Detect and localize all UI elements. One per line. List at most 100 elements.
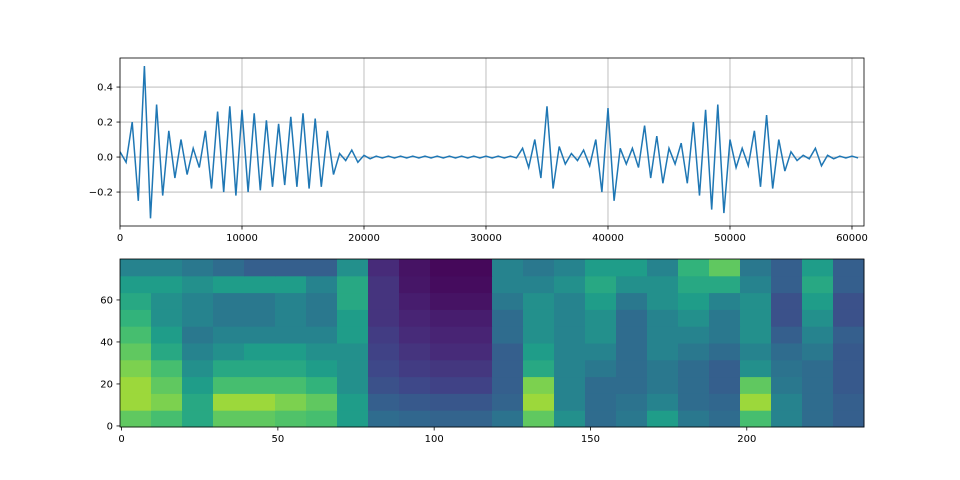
heatmap-cell (337, 275, 369, 294)
heatmap-cell (523, 309, 555, 327)
heatmap-cell (306, 393, 338, 411)
x-tick-label: 50 (271, 434, 284, 445)
heatmap-cell (647, 359, 679, 378)
heatmap-cell (182, 292, 214, 310)
x-tick-label: 200 (737, 434, 756, 445)
heatmap-cell (833, 343, 865, 361)
heatmap-cell (802, 410, 834, 428)
heatmap-cell (523, 275, 555, 294)
heatmap-cell (275, 259, 307, 277)
heatmap-cell (213, 292, 245, 310)
heatmap-cell (275, 359, 307, 378)
heatmap-cell (647, 275, 679, 294)
x-tick-label: 30000 (470, 233, 502, 244)
heatmap-cell (771, 343, 803, 361)
heatmap-cell (182, 410, 214, 428)
heatmap-cell (461, 343, 493, 361)
heatmap-cell (616, 376, 648, 394)
heatmap-cell (275, 410, 307, 428)
heatmap-cell (802, 343, 834, 361)
heatmap-cell (244, 275, 276, 294)
heatmap-cell (616, 275, 648, 294)
heatmap-cell (275, 343, 307, 361)
heatmap-cell (833, 275, 865, 294)
heatmap-cell (647, 376, 679, 394)
heatmap-cell (244, 309, 276, 327)
heatmap-cell (709, 410, 741, 428)
heatmap-cell (306, 376, 338, 394)
heatmap-cell (554, 275, 586, 294)
heatmap-cell (337, 359, 369, 378)
x-tick-label: 150 (581, 434, 600, 445)
heatmap-cell (461, 393, 493, 411)
y-tick-label: 60 (100, 295, 113, 306)
axes-frame (119, 57, 865, 227)
heatmap-cell (585, 309, 617, 327)
x-tick-label: 50000 (714, 233, 746, 244)
heatmap-cell (399, 326, 431, 344)
heatmap-cell (399, 376, 431, 394)
heatmap-cell (368, 259, 400, 277)
heatmap-cell (151, 326, 183, 344)
heatmap-cell (554, 309, 586, 327)
x-tick-label: 10000 (226, 233, 258, 244)
heatmap-cell (833, 309, 865, 327)
heatmap-cell (585, 359, 617, 378)
heatmap-cell (399, 292, 431, 310)
heatmap-cell (213, 326, 245, 344)
heatmap-cell (306, 309, 338, 327)
heatmap-cell (306, 410, 338, 428)
heatmap-cell (368, 309, 400, 327)
heatmap-cell (771, 259, 803, 277)
heatmap-cell (244, 393, 276, 411)
heatmap-cell (585, 376, 617, 394)
heatmap-cell (678, 359, 710, 378)
heatmap-cell (709, 326, 741, 344)
heatmap-cell (647, 326, 679, 344)
heatmap-cell (430, 259, 462, 277)
heatmap-cell (120, 410, 152, 428)
heatmap-cell (120, 376, 152, 394)
heatmap-cell (709, 359, 741, 378)
heatmap-cell (802, 359, 834, 378)
heatmap-cell (492, 410, 524, 428)
heatmap-cell (709, 309, 741, 327)
heatmap-cell (833, 259, 865, 277)
heatmap-cell (709, 292, 741, 310)
heatmap-cell (399, 309, 431, 327)
heatmap-cell (182, 343, 214, 361)
y-tick-label: 0 (107, 421, 113, 432)
heatmap-cell (275, 275, 307, 294)
heatmap-cell (275, 326, 307, 344)
heatmap-cell (616, 343, 648, 361)
y-tick-label: 0.2 (97, 118, 113, 129)
heatmap-cell (337, 343, 369, 361)
heatmap-cell (275, 309, 307, 327)
heatmap-cell (213, 259, 245, 277)
heatmap-cell (430, 292, 462, 310)
heatmap-cell (492, 393, 524, 411)
heatmap-cell (740, 393, 772, 411)
heatmap-cell (647, 292, 679, 310)
heatmap-cell (523, 292, 555, 310)
heatmap-cell (833, 359, 865, 378)
heatmap-cell (771, 309, 803, 327)
y-tick-label: 0.4 (97, 83, 113, 94)
heatmap-cell (430, 393, 462, 411)
heatmap-cell (771, 410, 803, 428)
y-tick-label: 0.0 (97, 153, 113, 164)
heatmap-cell (182, 393, 214, 411)
heatmap-cell (368, 326, 400, 344)
heatmap-cell (430, 275, 462, 294)
heatmap-cell (678, 292, 710, 310)
heatmap-cell (151, 410, 183, 428)
heatmap-cell (554, 343, 586, 361)
heatmap-cell (120, 359, 152, 378)
heatmap-cell (275, 292, 307, 310)
waveform-line (120, 66, 859, 219)
heatmap-cell (802, 393, 834, 411)
heatmap-cell (306, 326, 338, 344)
heatmap-cell (492, 275, 524, 294)
heatmap-cell (399, 410, 431, 428)
heatmap-cell (585, 393, 617, 411)
